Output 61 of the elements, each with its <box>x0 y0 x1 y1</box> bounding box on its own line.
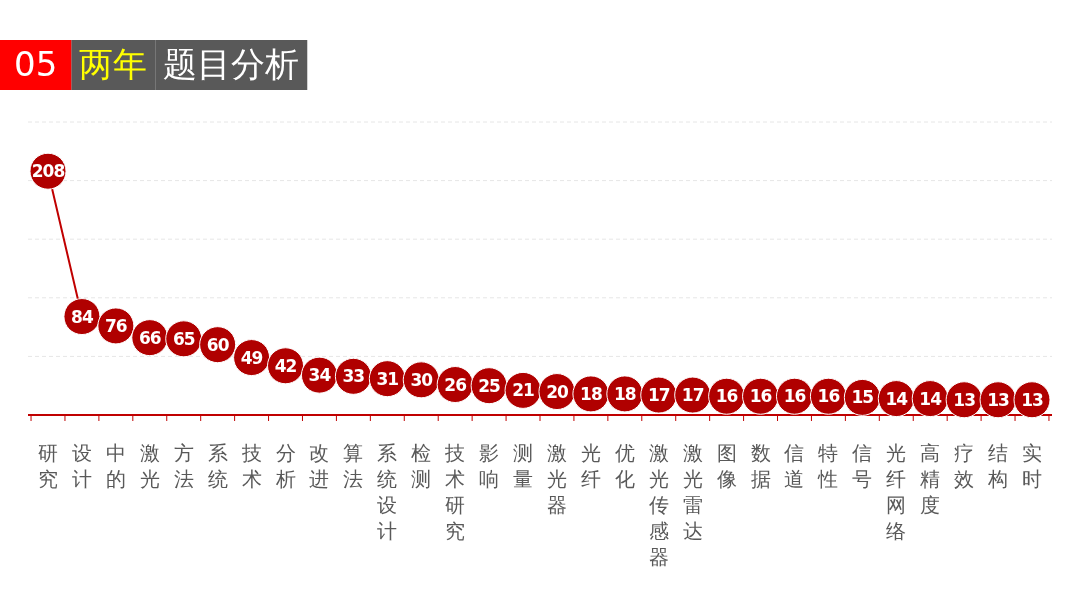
x-tick-label: 技术研究 <box>444 441 466 543</box>
x-tick-label: 数据 <box>750 441 771 491</box>
data-label: 208 <box>31 161 65 182</box>
x-tick-label: 改进 <box>309 441 330 491</box>
x-tick-label: 方法 <box>173 441 194 491</box>
data-label: 76 <box>105 315 127 336</box>
x-tick-label: 图像 <box>716 441 737 491</box>
x-tick-label: 设计 <box>71 441 92 491</box>
x-tick-label: 特性 <box>817 441 839 491</box>
x-tick-label: 技术 <box>240 441 262 491</box>
data-label: 18 <box>613 383 636 404</box>
x-tick-label: 系统设计 <box>377 441 398 543</box>
x-tick-label: 优化 <box>614 441 635 491</box>
data-label: 16 <box>715 386 738 407</box>
x-tick-label: 激光器 <box>546 441 567 517</box>
x-tick-label: 算法 <box>343 441 364 491</box>
data-label: 16 <box>817 386 840 407</box>
x-tick-label: 分析 <box>274 441 296 491</box>
x-tick-label: 系统 <box>207 441 228 491</box>
data-label: 13 <box>1021 389 1043 410</box>
x-tick-label: 疗效 <box>954 441 975 491</box>
data-label: 16 <box>749 386 772 407</box>
x-tick-label: 研究 <box>38 441 58 491</box>
x-tick-label: 结构 <box>987 441 1009 491</box>
x-tick-label: 中的 <box>105 441 126 491</box>
data-label: 84 <box>71 306 94 327</box>
data-label: 18 <box>580 383 602 404</box>
x-tick-label: 光纤网络 <box>886 441 907 543</box>
title: 05 两年 题目分析 <box>14 44 300 84</box>
x-tick-label: 激光传感器 <box>648 441 669 569</box>
data-label: 13 <box>953 389 976 410</box>
data-label: 31 <box>376 368 399 389</box>
data-label: 21 <box>512 380 535 401</box>
data-label: 20 <box>546 381 569 402</box>
x-tick-label: 激光雷达 <box>682 441 703 543</box>
data-label: 60 <box>206 334 230 355</box>
data-label: 14 <box>885 388 909 409</box>
x-tick-label: 信道 <box>784 441 805 491</box>
data-label: 49 <box>240 347 263 368</box>
data-label: 16 <box>783 386 806 407</box>
x-tick-label: 测量 <box>513 441 534 491</box>
data-label: 17 <box>681 385 704 406</box>
data-label: 30 <box>410 369 434 390</box>
x-tick-label: 激光 <box>139 441 160 491</box>
data-label: 15 <box>851 387 874 408</box>
x-tick-label: 光纤 <box>580 441 601 491</box>
x-tick-label: 影响 <box>479 441 500 491</box>
x-tick-label: 信号 <box>852 441 873 491</box>
data-label: 66 <box>138 327 161 348</box>
data-label: 14 <box>919 388 943 409</box>
data-label: 65 <box>172 328 195 349</box>
data-label: 34 <box>308 365 332 386</box>
x-tick-label: 检测 <box>411 441 432 491</box>
data-label: 17 <box>647 385 670 406</box>
x-tick-label: 实时 <box>1022 441 1042 491</box>
data-label: 25 <box>478 375 501 396</box>
data-label: 42 <box>274 355 297 376</box>
data-label: 13 <box>987 389 1010 410</box>
data-label: 33 <box>342 366 365 387</box>
x-tick-label: 高精度 <box>920 441 941 517</box>
data-label: 26 <box>444 374 467 395</box>
